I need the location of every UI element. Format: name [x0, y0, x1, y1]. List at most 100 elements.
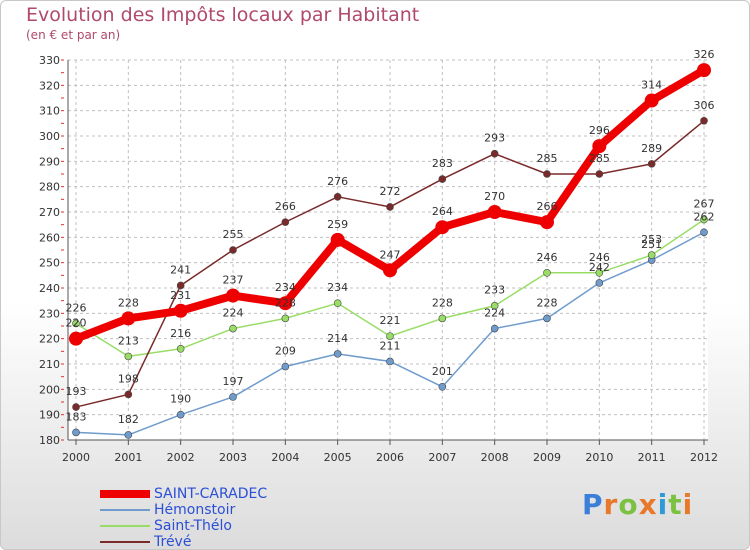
data-point-saint-caradec: [278, 296, 293, 311]
x-tick-label: 2012: [690, 451, 718, 464]
data-point-saint-thelo: [595, 268, 604, 277]
data-point-saint-thelo: [438, 314, 447, 323]
data-label-saint-caradec: 270: [484, 190, 505, 203]
data-label-saint-thelo: 233: [484, 284, 505, 297]
data-point-saint-thelo: [176, 344, 185, 353]
data-point-saint-thelo: [700, 215, 708, 224]
y-tick-label: 250: [39, 257, 60, 270]
data-point-saint-caradec: [435, 220, 450, 235]
legend-item: Trévé: [100, 534, 300, 550]
data-label-saint-thelo: 246: [537, 251, 558, 264]
data-point-hemonstoir: [595, 279, 604, 287]
legend-label: Hémonstoir: [154, 502, 236, 518]
data-point-saint-caradec: [487, 205, 502, 219]
plot-area: [68, 60, 708, 440]
data-point-saint-caradec: [226, 288, 240, 303]
logo-letter: t: [668, 488, 683, 521]
data-label-treve: 293: [484, 132, 505, 145]
x-tick-label: 2002: [167, 451, 195, 464]
data-label-hemonstoir: 214: [327, 332, 348, 345]
data-point-treve: [386, 203, 394, 211]
data-label-saint-caradec: 237: [223, 274, 244, 287]
data-point-hemonstoir: [386, 357, 394, 366]
data-label-saint-thelo: 246: [589, 251, 610, 264]
data-point-treve: [281, 218, 290, 226]
x-tick-label: 2000: [62, 451, 90, 464]
legend-swatch: [100, 490, 150, 498]
logo-letter: i: [682, 488, 694, 521]
data-point-saint-caradec: [330, 232, 345, 247]
y-tick-label: 190: [39, 409, 60, 422]
data-label-hemonstoir: 251: [641, 238, 662, 251]
data-label-treve: 272: [380, 185, 401, 198]
data-point-treve: [595, 170, 604, 178]
legend-item: SAINT-CARADEC: [100, 486, 300, 502]
y-tick-label: 220: [39, 333, 60, 346]
x-tick-label: 2005: [324, 451, 352, 464]
y-tick-label: 300: [39, 130, 60, 143]
data-label-saint-thelo: 226: [66, 301, 87, 314]
data-point-treve: [543, 170, 551, 178]
data-label-saint-thelo: 221: [380, 314, 401, 327]
y-tick-label: 320: [39, 79, 60, 92]
data-label-hemonstoir: 211: [380, 339, 401, 352]
logo-letter: r: [603, 488, 619, 521]
data-point-treve: [647, 160, 656, 168]
data-point-treve: [176, 281, 185, 290]
y-tick-label: 180: [39, 434, 60, 447]
data-label-saint-thelo: 267: [694, 198, 715, 211]
data-label-hemonstoir: 262: [694, 210, 715, 223]
x-tick-label: 2011: [638, 451, 666, 464]
data-point-saint-thelo: [543, 268, 551, 277]
data-label-saint-thelo: 224: [223, 307, 244, 320]
data-point-hemonstoir: [124, 431, 133, 439]
data-point-treve: [700, 117, 708, 125]
legend-swatch: [100, 541, 150, 543]
data-label-saint-caradec: 296: [589, 124, 610, 137]
data-point-treve: [490, 149, 499, 158]
legend-item: Saint-Thélo: [100, 518, 300, 534]
data-label-hemonstoir: 182: [118, 413, 139, 426]
logo-letter: i: [657, 488, 669, 521]
logo-letter: P: [582, 488, 604, 521]
data-label-saint-caradec: 228: [118, 296, 139, 309]
x-tick-label: 2009: [533, 451, 561, 464]
y-tick-label: 260: [39, 231, 60, 244]
data-label-treve: 276: [327, 175, 348, 188]
data-label-saint-thelo: 213: [118, 334, 139, 347]
data-label-treve: 193: [66, 385, 87, 398]
legend-label: Trévé: [154, 534, 192, 550]
y-tick-label: 200: [39, 383, 60, 396]
logo-letter: o: [618, 488, 639, 521]
data-label-hemonstoir: 190: [170, 393, 191, 406]
data-label-saint-thelo: 228: [275, 296, 296, 309]
data-point-treve: [229, 246, 237, 254]
data-label-hemonstoir: 197: [223, 375, 244, 388]
legend-item: Hémonstoir: [100, 502, 300, 518]
data-point-saint-thelo: [490, 301, 499, 310]
data-label-saint-caradec: 326: [694, 48, 715, 61]
data-label-treve: 266: [275, 200, 296, 213]
data-label-hemonstoir: 209: [275, 345, 296, 358]
data-point-saint-thelo: [386, 332, 394, 340]
data-label-treve: 285: [589, 152, 610, 165]
x-tick-label: 2008: [481, 451, 509, 464]
data-label-hemonstoir: 242: [589, 261, 610, 274]
x-tick-label: 2006: [376, 451, 404, 464]
data-point-saint-thelo: [72, 319, 80, 328]
data-label-hemonstoir: 183: [66, 410, 87, 423]
data-point-hemonstoir: [700, 228, 708, 237]
legend-swatch: [100, 509, 150, 511]
data-label-saint-caradec: 231: [170, 289, 191, 302]
data-label-saint-caradec: 314: [641, 79, 662, 92]
data-label-saint-caradec: 234: [275, 281, 296, 294]
data-point-treve: [72, 403, 80, 411]
data-label-treve: 306: [694, 99, 715, 112]
y-tick-label: 210: [39, 358, 60, 371]
data-point-saint-caradec: [697, 63, 711, 78]
data-point-saint-thelo: [333, 299, 342, 308]
chart-title: Evolution des Impôts locaux par Habitant: [26, 4, 420, 26]
data-label-hemonstoir: 224: [484, 307, 505, 320]
data-label-hemonstoir: 228: [537, 296, 558, 309]
